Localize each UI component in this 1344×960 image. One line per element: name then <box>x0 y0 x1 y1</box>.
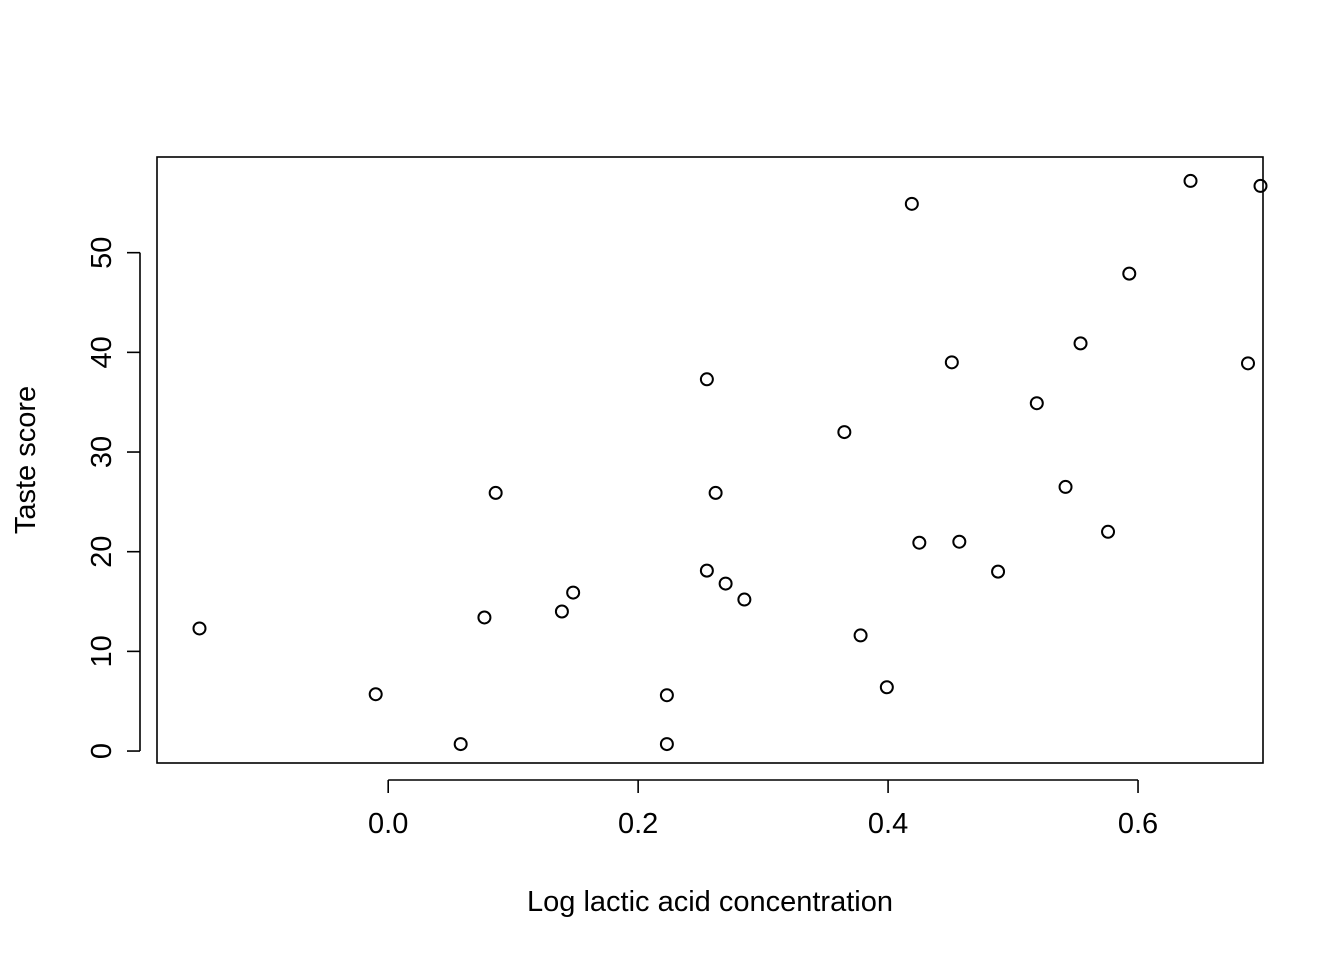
data-point <box>659 737 674 752</box>
y-tick-label: 0 <box>86 743 118 759</box>
x-axis: 0.0 0.2 0.4 0.6 <box>368 779 1158 840</box>
data-point <box>1253 178 1268 193</box>
data-point <box>368 687 383 702</box>
data-point <box>488 485 503 500</box>
data-point <box>699 372 714 387</box>
x-tick-label: 0.4 <box>868 808 908 840</box>
data-point <box>453 737 468 752</box>
data-point <box>991 564 1006 579</box>
data-point <box>1029 396 1044 411</box>
x-tick-label: 0.0 <box>368 808 408 840</box>
data-point <box>853 628 868 643</box>
data-point <box>659 688 674 703</box>
y-axis: 0 10 20 30 40 50 <box>86 237 141 759</box>
data-point <box>837 425 852 440</box>
data-point <box>708 485 723 500</box>
x-tick-label: 0.2 <box>618 808 658 840</box>
data-points <box>192 173 1268 752</box>
y-axis-label: Taste score <box>10 386 42 534</box>
y-tick-label: 30 <box>86 436 118 468</box>
y-tick-label: 20 <box>86 536 118 568</box>
data-point <box>952 534 967 549</box>
x-axis-label: Log lactic acid concentration <box>527 886 893 918</box>
data-point <box>879 680 894 695</box>
data-point <box>1073 336 1088 351</box>
y-tick-label: 40 <box>86 336 118 368</box>
plot-frame <box>156 156 1264 764</box>
data-point <box>477 610 492 625</box>
data-point <box>192 621 207 636</box>
data-point <box>1101 524 1116 539</box>
data-point <box>1183 173 1198 188</box>
data-point <box>718 576 733 591</box>
data-point <box>944 355 959 370</box>
data-point <box>1241 356 1256 371</box>
data-point <box>554 604 569 619</box>
data-point <box>912 535 927 550</box>
data-point <box>737 592 752 607</box>
data-point <box>566 585 581 600</box>
y-tick-label: 50 <box>86 237 118 269</box>
x-tick-label: 0.6 <box>1118 808 1158 840</box>
data-point <box>904 196 919 211</box>
data-point <box>1058 479 1073 494</box>
y-tick-label: 10 <box>86 635 118 667</box>
data-point <box>699 563 714 578</box>
data-point <box>1122 266 1137 281</box>
